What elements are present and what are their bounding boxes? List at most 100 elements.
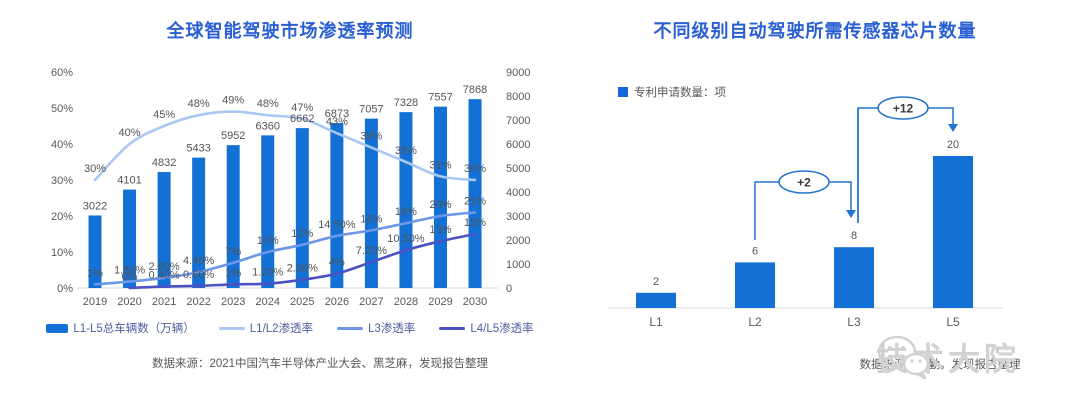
year-label: 2021 — [152, 296, 176, 308]
line-value-label: 40% — [119, 127, 141, 139]
line-value-label: 16% — [360, 213, 382, 225]
annotation-ellipse — [778, 170, 830, 194]
line-value-label: 10% — [257, 235, 279, 247]
left-axis-tick: 50% — [51, 103, 73, 115]
chip-bar-L5 — [933, 156, 973, 308]
legend-item-total-vehicles: L1-L5总车辆数（万辆） — [46, 320, 195, 336]
category-label: L2 — [748, 315, 762, 329]
legend-label: L4/L5渗透率 — [470, 323, 534, 335]
legend-square-swatch-icon — [618, 87, 628, 97]
year-label: 2025 — [290, 296, 314, 308]
left-chart-plot: 0% 10% 20% 30% 40% 50% 60% 0 1000 2000 3000 4000 500… — [51, 67, 531, 308]
chip-bar-L1 — [636, 292, 676, 308]
bar-value-label: 6360 — [256, 120, 280, 132]
bar-value-label: 20 — [947, 139, 959, 151]
penetration-line-2 — [128, 232, 477, 290]
left-axis-tick: 0% — [57, 283, 73, 295]
line-value-label: 1.20% — [252, 267, 283, 279]
line-value-label: 4.40% — [183, 255, 214, 267]
annotation-ellipse — [877, 96, 929, 120]
year-label: 2027 — [359, 296, 383, 308]
legend-label: 专利申请数量：项 — [634, 87, 726, 99]
vehicle-bar-2021 — [157, 172, 171, 288]
vehicle-bar-2026 — [330, 123, 344, 288]
right-axis-tick: 2000 — [506, 235, 530, 247]
legend-item-l1l2: L1/L2渗透率 — [218, 320, 314, 336]
line-value-label: 39% — [360, 131, 382, 143]
left-axis-tick: 10% — [51, 247, 73, 259]
right-chart-title: 不同级别自动驾驶所需传感器芯片数量 — [653, 21, 977, 41]
line-value-label: 4% — [329, 257, 345, 269]
bar-value-label: 7868 — [463, 84, 487, 96]
year-label: 2019 — [83, 296, 107, 308]
line-value-label: 48% — [257, 98, 279, 110]
annotation-label: +2 — [797, 176, 811, 190]
vehicle-bar-2030 — [468, 99, 482, 288]
year-label: 2028 — [394, 296, 418, 308]
penetration-line-0 — [93, 110, 477, 182]
bar-value-label: 6873 — [325, 108, 349, 120]
vehicle-bar-2029 — [434, 106, 447, 288]
right-axis-tick: 4000 — [506, 187, 530, 199]
legend-label: L1/L2渗透率 — [249, 323, 314, 335]
bar-value-label: 6662 — [290, 113, 314, 125]
annotation-bracket — [754, 181, 852, 240]
right-axis-tick: 0 — [506, 283, 512, 295]
right-chart-source: 数据来源：德勤，发现报告整理 — [859, 359, 1021, 371]
bar-value-label: 4101 — [117, 175, 141, 187]
line-value-label: 30% — [84, 163, 106, 175]
line-value-label: 14.50% — [318, 219, 356, 231]
left-chart-source: 数据来源：2021中国汽车半导体产业大会、黑芝麻，发现报告整理 — [151, 358, 489, 370]
right-axis-tick: 3000 — [506, 211, 530, 223]
year-label: 2030 — [463, 296, 487, 308]
line-value-label: 20% — [429, 199, 451, 211]
chip-bar-L2 — [735, 262, 775, 308]
legend-item-l4l5: L4/L5渗透率 — [439, 320, 534, 336]
line-value-label: 45% — [153, 109, 175, 121]
left-axis-tick: 60% — [51, 67, 73, 79]
right-axis-tick: 6000 — [506, 139, 530, 151]
bar-value-label: 4832 — [152, 157, 176, 169]
right-axis-tick: 9000 — [506, 67, 530, 79]
line-swatch-icon — [337, 326, 364, 330]
right-axis-tick: 7000 — [506, 115, 530, 127]
line-value-label: 1.80% — [114, 265, 145, 277]
vehicle-bar-2028 — [399, 112, 413, 289]
line-value-label: 43% — [326, 116, 348, 128]
line-value-label: 7.20% — [356, 245, 387, 257]
line-value-label: 47% — [291, 102, 313, 114]
year-label: 2026 — [325, 296, 349, 308]
year-label: 2029 — [428, 296, 452, 308]
line-value-label: 35% — [395, 145, 417, 157]
line-value-label: 48% — [188, 98, 210, 110]
legend-item-l3: L3渗透率 — [337, 320, 415, 336]
year-label: 2022 — [186, 296, 210, 308]
bar-swatch-icon — [46, 323, 69, 333]
annotation-bracket — [857, 107, 954, 223]
right-axis-tick: 5000 — [506, 163, 530, 175]
arrow-down-icon — [846, 210, 856, 218]
bar-value-label: 5433 — [186, 143, 210, 155]
line-value-label: 49% — [222, 95, 244, 107]
left-chart-title: 全球智能驾驶市场渗透率预测 — [166, 21, 414, 41]
right-chart-plot: 2 L1 6 L2 8 L3 20 L5 +2 +12 — [608, 96, 1003, 329]
vehicle-bar-2025 — [295, 128, 309, 288]
line-value-label: 10.50% — [387, 233, 425, 245]
arrow-down-icon — [948, 124, 958, 132]
vehicle-bar-2024 — [261, 135, 275, 288]
vehicle-bar-2019 — [88, 215, 102, 288]
line-value-label: 15% — [464, 217, 486, 229]
line-value-label: 7% — [225, 246, 241, 258]
line-swatch-icon — [439, 326, 466, 330]
year-label: 2024 — [256, 296, 280, 308]
line-value-label: 13% — [429, 224, 451, 236]
line-value-label: 31% — [429, 159, 451, 171]
left-axis-tick: 40% — [51, 139, 73, 151]
right-axis-tick: 1000 — [506, 259, 530, 271]
bar-value-label: 2 — [653, 276, 659, 288]
line-value-label: 12% — [291, 228, 313, 240]
bar-value-label: 6 — [752, 245, 758, 257]
vehicle-bar-2022 — [192, 157, 206, 288]
line-value-label: 0.60% — [183, 269, 214, 281]
line-value-label: 18% — [395, 206, 417, 218]
